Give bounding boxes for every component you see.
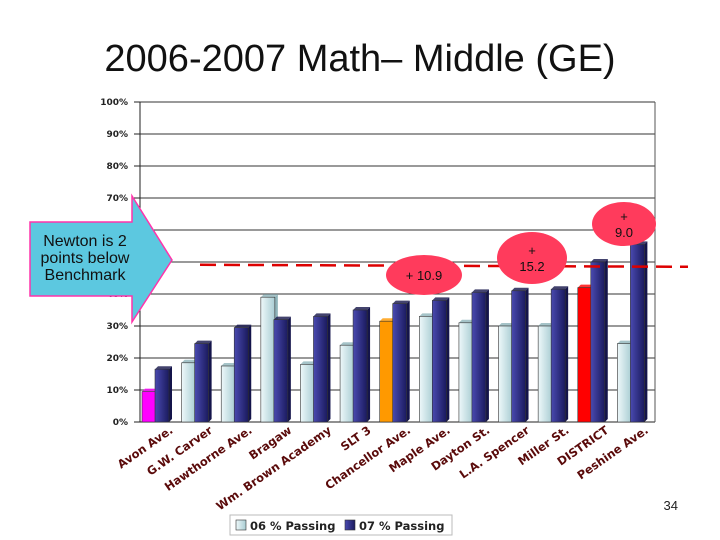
gain-bubble-3 — [592, 202, 656, 246]
bar-07-percent-passing-side — [208, 340, 212, 422]
bar-06-percent-passing — [419, 316, 434, 423]
y-tick-label: 30% — [106, 322, 128, 332]
gain-bubble-1 — [386, 255, 462, 295]
newton-callout-text: Benchmark — [45, 267, 127, 284]
bar-07-percent-passing — [233, 327, 249, 423]
bar-06-percent-passing — [300, 364, 315, 423]
bar-07-percent-passing-side — [525, 287, 529, 422]
y-tick-label: 20% — [106, 354, 128, 364]
bar-07-percent-passing-side — [406, 300, 410, 422]
x-category-label: Peshine Ave. — [574, 423, 650, 482]
bar-07-percent-passing-top — [234, 324, 252, 328]
bar-07-percent-passing-top — [432, 297, 450, 301]
page-number: 34 — [663, 498, 678, 513]
bar-07-percent-passing-side — [485, 289, 489, 422]
bar-07-percent-passing-side — [565, 286, 569, 422]
y-tick-label: 80% — [106, 162, 128, 172]
bar-07-percent-passing — [313, 316, 328, 423]
newton-callout-text: points below — [41, 250, 130, 267]
bar-07-percent-passing — [154, 368, 170, 423]
bar-07-percent-passing-top — [551, 286, 569, 290]
bar-06-percent-passing — [260, 296, 276, 423]
gain-bubble-3-label: + — [620, 209, 628, 224]
gain-bubble-2-label: 15.2 — [519, 259, 544, 274]
bar-07-percent-passing — [550, 288, 566, 423]
bar-07-percent-passing-top — [471, 289, 489, 293]
bar-07-percent-passing-top — [353, 307, 371, 310]
bar-06-percent-passing — [220, 365, 236, 423]
bar-07-percent-passing — [471, 292, 487, 423]
bar-07-percent-passing-side — [644, 241, 648, 422]
bar-07-percent-passing-side — [169, 366, 172, 422]
gain-bubble-2-label: + — [528, 243, 536, 258]
legend-swatch-07 — [344, 519, 356, 531]
bar-07-percent-passing — [392, 303, 407, 423]
y-tick-label: 0% — [113, 418, 128, 428]
bar-07-percent-passing-side — [287, 316, 291, 422]
bar-07-percent-passing-top — [155, 366, 172, 370]
bar-06-percent-passing-top — [260, 294, 278, 298]
y-tick-label: 100% — [100, 98, 128, 108]
bar-06-percent-passing — [339, 344, 355, 423]
bar-07-percent-passing — [352, 309, 368, 423]
bar-06-percent-passing — [577, 287, 593, 423]
y-tick-label: 70% — [106, 194, 128, 204]
bar-07-percent-passing — [273, 319, 289, 423]
bar-06-percent-passing — [141, 391, 157, 423]
bar-07-percent-passing-side — [446, 297, 450, 422]
bar-07-percent-passing — [590, 261, 606, 423]
bar-07-percent-passing-side — [327, 313, 331, 422]
legend-box — [229, 514, 453, 536]
bar-07-percent-passing-top — [194, 340, 212, 344]
bar-07-percent-passing-side — [604, 259, 608, 422]
bar-07-percent-passing — [194, 343, 209, 423]
bar-06-percent-passing — [498, 325, 513, 423]
bar-07-percent-passing-side — [248, 324, 252, 422]
newton-callout-text: Newton is 2 — [43, 233, 127, 250]
bar-07-percent-passing — [432, 300, 447, 423]
bar-07-percent-passing-top — [392, 300, 410, 304]
y-tick-label: 90% — [106, 130, 128, 140]
legend-label-06: 06 % Passing — [250, 519, 335, 533]
bar-07-percent-passing-side — [367, 307, 371, 422]
legend: 06 % Passing 07 % Passing — [229, 514, 453, 536]
bar-06-percent-passing — [181, 362, 196, 423]
gain-bubble-1-label: + 10.9 — [406, 268, 443, 283]
gain-bubble-2 — [497, 232, 567, 284]
bar-07-percent-passing-top — [313, 313, 331, 317]
bar-06-percent-passing — [379, 320, 394, 423]
bars — [141, 241, 648, 423]
bar-06-percent-passing — [537, 325, 553, 423]
bar-07-percent-passing-top — [590, 259, 608, 262]
y-tick-label: 10% — [106, 386, 128, 396]
slide-title: 2006-2007 Math– Middle (GE) — [104, 38, 616, 80]
gain-bubble-3-label: 9.0 — [615, 225, 633, 240]
bar-07-percent-passing — [630, 244, 645, 423]
bar-07-percent-passing-top — [511, 287, 529, 291]
newton-callout-arrow — [29, 193, 173, 325]
legend-swatch-06 — [235, 519, 247, 531]
legend-label-07: 07 % Passing — [359, 519, 444, 533]
bar-07-percent-passing-top — [273, 316, 291, 320]
bar-06-percent-passing — [617, 343, 632, 423]
bar-07-percent-passing — [511, 290, 526, 423]
bar-06-percent-passing — [458, 322, 474, 423]
